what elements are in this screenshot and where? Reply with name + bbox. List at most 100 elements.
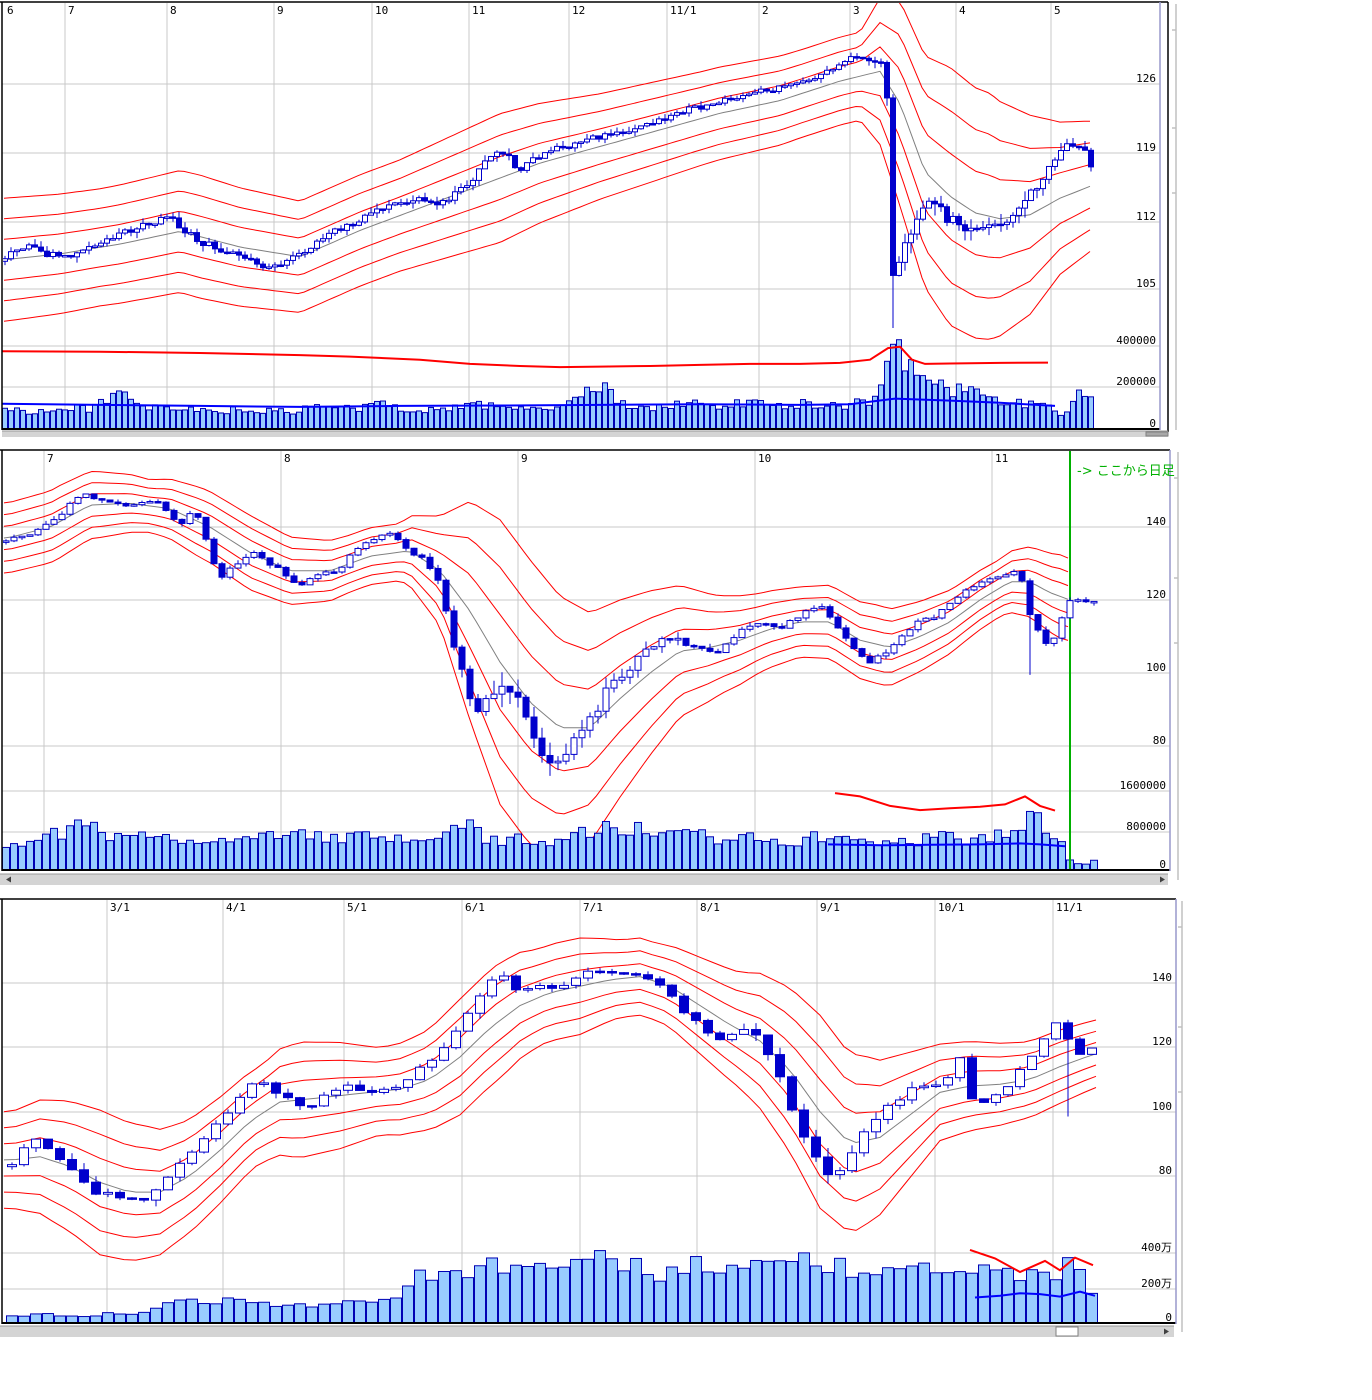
x-axis-label: 2	[762, 4, 769, 17]
volume-axis-label: 400000	[1116, 334, 1156, 347]
chart-canvas: 7 8 9 10 11 140 120 100 80 1600000 800000 0	[0, 449, 1179, 885]
x-axis-label: 7	[68, 4, 75, 17]
volume-axis-label: 200000	[1116, 375, 1156, 388]
price-axis-label: 80	[1159, 1164, 1172, 1177]
chart-canvas: 6 7 8 9 10 11 12 11/1 2 3 4 5 126 119 112 105 400000 2000…	[0, 1, 1177, 437]
price-axis-label: 120	[1152, 1035, 1172, 1048]
volume-ma-red	[1, 345, 1049, 369]
bollinger-bands	[3, 3, 1091, 340]
x-axis-label: 9	[521, 452, 528, 465]
candlesticks	[7, 967, 1097, 1207]
bollinger-band-+1	[3, 493, 1069, 690]
x-axis-label: 6	[7, 4, 14, 17]
bollinger-band--1	[3, 90, 1091, 281]
volume-axis-label: 200万	[1141, 1277, 1172, 1290]
scrollbar-thumb[interactable]	[1055, 1326, 1079, 1337]
bollinger-band-+2	[3, 482, 1069, 651]
bollinger-band-+1	[3, 963, 1097, 1172]
x-axis-label: 3	[853, 4, 860, 17]
volume-ma-blue	[1, 397, 1056, 408]
volume-ma-red	[969, 1248, 1094, 1274]
volume-axis-label: 400万	[1141, 1241, 1172, 1254]
price-axis-label: 119	[1136, 141, 1156, 154]
bollinger-band--2	[3, 522, 1069, 815]
price-axis-label: 100	[1146, 661, 1166, 674]
bollinger-bands	[3, 937, 1097, 1261]
volume-ma-blue	[974, 1290, 1096, 1299]
volume-ma-red	[834, 792, 1056, 812]
price-axis-label: 80	[1153, 734, 1166, 747]
horizontal-scrollbar[interactable]	[2, 430, 1169, 437]
mixed-chart-panel-middle: 7 8 9 10 11 140 120 100 80 1600000 800000 0	[0, 448, 1200, 888]
x-axis-label: 7	[47, 452, 54, 465]
daily-chart-panel-bottom: 3/1 4/1 5/1 6/1 7/1 8/1 9/1 10/1 11/1 140 120 100 80…	[0, 897, 1200, 1340]
x-axis-label: 8	[170, 4, 177, 17]
x-axis-label: 8	[284, 452, 291, 465]
volume-ma-blue	[827, 842, 1066, 848]
volume-axis-label: 0	[1159, 858, 1166, 871]
bollinger-band-+2	[3, 950, 1097, 1151]
price-axis-label: 112	[1136, 210, 1156, 223]
x-axis-label: 4	[959, 4, 966, 17]
volume-bars	[2, 339, 1094, 430]
bollinger-band--1	[3, 512, 1069, 772]
x-axis-label: 10/1	[938, 901, 965, 914]
axis-labels: 6 7 8 9 10 11 12 11/1 2 3 4 5 126 119 112 105 400000 2000…	[7, 4, 1156, 430]
bollinger-band--2	[3, 105, 1091, 302]
x-axis-label: 4/1	[226, 901, 246, 914]
price-axis-label: 140	[1146, 515, 1166, 528]
volume-axis-label: 0	[1149, 417, 1156, 430]
x-axis-label: 9	[277, 4, 284, 17]
bollinger-band-+3	[3, 937, 1097, 1130]
scroll-right-arrow-icon[interactable]	[1160, 876, 1165, 883]
price-axis-label: 105	[1136, 277, 1156, 290]
bollinger-bands	[3, 470, 1069, 858]
x-axis-label: 12	[572, 4, 585, 17]
scrollbar-track[interactable]	[2, 431, 1168, 437]
chart-canvas: 3/1 4/1 5/1 6/1 7/1 8/1 9/1 10/1 11/1 140 120 100 80…	[0, 898, 1183, 1337]
x-axis-label: 11	[472, 4, 485, 17]
moving-average-line	[3, 503, 1069, 729]
x-axis-label: 11/1	[670, 4, 697, 17]
bollinger-band--1	[3, 988, 1097, 1216]
scroll-left-arrow-icon[interactable]	[6, 876, 11, 883]
scrollbar-track[interactable]	[0, 1326, 1174, 1337]
x-axis-label: 11/1	[1056, 901, 1083, 914]
volume-bars	[2, 810, 1098, 871]
bollinger-band-+3	[3, 3, 1091, 202]
bollinger-band--2	[3, 1001, 1097, 1238]
bollinger-band--3	[3, 1014, 1097, 1261]
x-axis-label: 3/1	[110, 901, 130, 914]
x-axis-label: 9/1	[820, 901, 840, 914]
horizontal-scrollbar[interactable]	[0, 1325, 1174, 1337]
x-axis-label: 5	[1054, 4, 1061, 17]
volume-bars	[6, 1250, 1098, 1324]
candlesticks	[3, 52, 1094, 329]
axis-labels: 7 8 9 10 11 140 120 100 80 1600000 800000 0	[47, 452, 1166, 871]
gridlines	[2, 3, 1160, 429]
daily-annotation: -> ここから日足	[1077, 464, 1175, 479]
price-axis-label: 100	[1152, 1100, 1172, 1113]
price-axis-label: 120	[1146, 588, 1166, 601]
x-axis-label: 11	[995, 452, 1008, 465]
scroll-right-arrow-icon[interactable]	[1164, 1328, 1169, 1335]
bollinger-band-+2	[3, 21, 1091, 220]
scrollbar-track[interactable]	[0, 874, 1168, 885]
bollinger-band-+3	[3, 470, 1069, 613]
x-axis-label: 7/1	[583, 901, 603, 914]
candlesticks	[3, 493, 1098, 776]
volume-axis-label: 1600000	[1120, 779, 1166, 792]
x-axis-label: 10	[375, 4, 388, 17]
horizontal-scrollbar[interactable]	[0, 873, 1168, 885]
weekly-chart-panel-top: 6 7 8 9 10 11 12 11/1 2 3 4 5 126 119 112 105 400000 2000…	[0, 0, 1200, 438]
price-axis-label: 126	[1136, 72, 1156, 85]
volume-axis-label: 0	[1165, 1311, 1172, 1324]
scrollbar-thumb[interactable]	[1145, 431, 1169, 437]
moving-average-line	[3, 976, 1097, 1193]
x-axis-label: 8/1	[700, 901, 720, 914]
x-axis-label: 10	[758, 452, 771, 465]
volume-axis-label: 800000	[1126, 820, 1166, 833]
x-axis-label: 6/1	[465, 901, 485, 914]
bollinger-band-+1	[3, 46, 1091, 240]
x-axis-label: 5/1	[347, 901, 367, 914]
